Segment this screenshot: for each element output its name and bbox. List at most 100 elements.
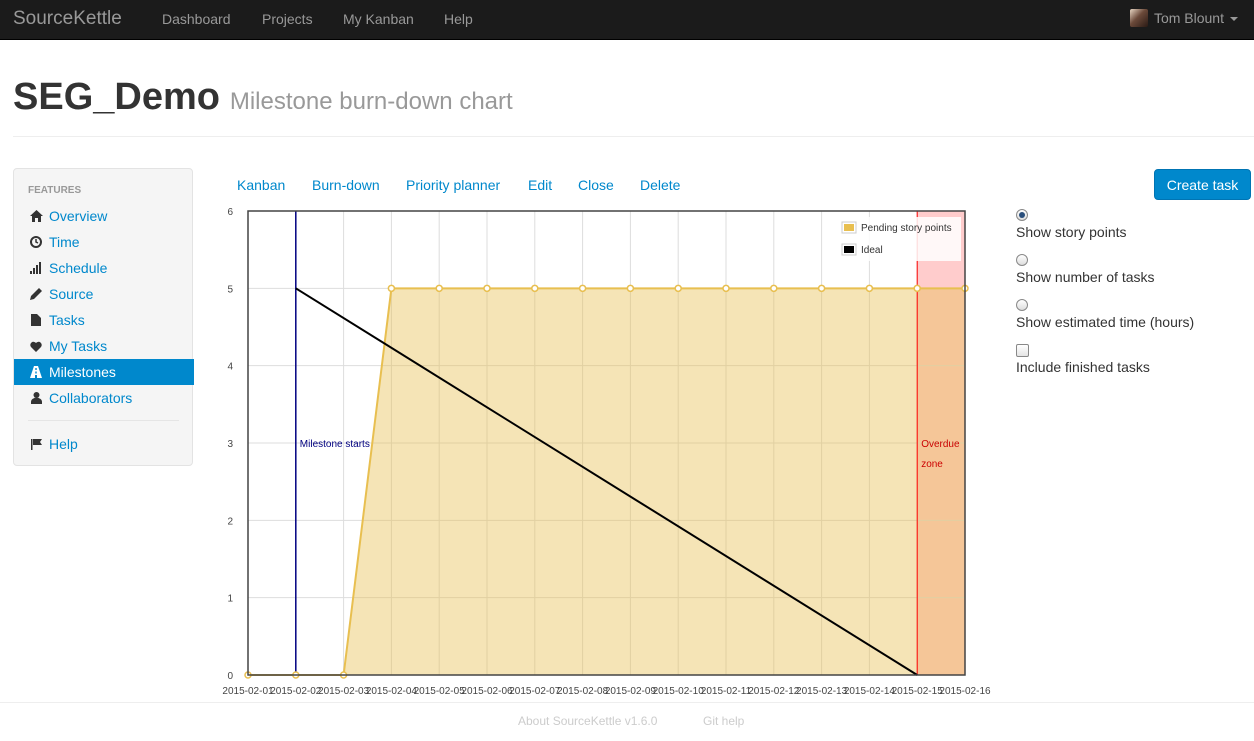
header-divider bbox=[13, 136, 1254, 137]
story-points-radio[interactable] bbox=[1016, 209, 1028, 221]
legend-swatch bbox=[844, 224, 854, 231]
x-tick-label: 2015-02-05 bbox=[414, 686, 466, 697]
road-icon bbox=[29, 365, 43, 379]
x-tick-label: 2015-02-08 bbox=[557, 686, 609, 697]
story-points-label: Show story points bbox=[1016, 224, 1127, 240]
sidebar-item-label: Collaborators bbox=[49, 390, 133, 406]
project-title: SEG_Demo bbox=[13, 76, 220, 118]
pending-point bbox=[722, 284, 730, 293]
user-name: Tom Blount bbox=[1153, 10, 1224, 26]
x-tick-label: 2015-02-03 bbox=[318, 686, 370, 697]
ideal-line bbox=[295, 287, 918, 676]
pending-point bbox=[387, 284, 396, 293]
brand-link[interactable]: SourceKettle bbox=[13, 8, 122, 29]
footer: About SourceKettle v1.6.0 Git help bbox=[0, 702, 1254, 741]
sidebar-item-source[interactable]: Source bbox=[14, 281, 194, 307]
overdue-zone-label: Overdue bbox=[921, 439, 960, 450]
x-tick-label: 2015-02-07 bbox=[509, 686, 561, 697]
tab-burn-down[interactable]: Burn-down bbox=[312, 177, 380, 193]
y-tick-label: 0 bbox=[227, 671, 233, 682]
y-tick-label: 2 bbox=[227, 516, 233, 527]
x-tick-label: 2015-02-09 bbox=[605, 686, 657, 697]
x-tick-label: 2015-02-11 bbox=[701, 686, 752, 697]
burndown-chart: Milestone starts Overdue zone 0 1 2 3 4 5 6 2015-0… bbox=[222, 207, 991, 697]
sidebar-item-help[interactable]: Help bbox=[14, 431, 194, 457]
sidebar-item-label: Help bbox=[49, 436, 78, 452]
pending-point bbox=[626, 284, 635, 293]
x-tick-label: 2015-02-04 bbox=[366, 686, 418, 697]
home-icon bbox=[29, 209, 43, 223]
page-header: SEG_Demo Milestone burn-down chart bbox=[13, 76, 513, 119]
create-task-button[interactable]: Create task bbox=[1154, 169, 1251, 200]
user-icon bbox=[29, 391, 43, 405]
user-menu[interactable]: Tom Blount bbox=[1129, 9, 1238, 27]
legend-swatch bbox=[844, 246, 854, 253]
y-tick-label: 5 bbox=[227, 284, 233, 295]
x-tick-label: 2015-02-13 bbox=[796, 686, 848, 697]
x-tick-label: 2015-02-06 bbox=[461, 686, 513, 697]
sidebar-item-label: My Tasks bbox=[49, 338, 108, 354]
pending-point bbox=[578, 284, 587, 293]
flag-icon bbox=[29, 437, 43, 451]
y-tick-label: 1 bbox=[227, 594, 233, 605]
nav-projects[interactable]: Projects bbox=[262, 11, 313, 27]
tab-delete[interactable]: Delete bbox=[640, 177, 681, 193]
sidebar-item-milestones[interactable]: Milestones bbox=[14, 359, 194, 385]
git-help-link[interactable]: Git help bbox=[703, 714, 745, 728]
number-of-tasks-radio[interactable] bbox=[1016, 254, 1028, 266]
nav-my-kanban[interactable]: My Kanban bbox=[343, 11, 414, 27]
about-link[interactable]: About SourceKettle v1.6.0 bbox=[518, 714, 658, 728]
sidebar-item-label: Time bbox=[49, 234, 80, 250]
y-tick-label: 4 bbox=[227, 362, 233, 373]
pending-point bbox=[770, 284, 778, 293]
tab-edit[interactable]: Edit bbox=[528, 177, 553, 193]
x-tick-label: 2015-02-10 bbox=[653, 686, 705, 697]
sidebar-item-label: Tasks bbox=[49, 312, 85, 328]
nav-dashboard[interactable]: Dashboard bbox=[162, 11, 231, 27]
tab-close[interactable]: Close bbox=[578, 177, 614, 193]
top-navbar: SourceKettle Dashboard Projects My Kanba… bbox=[0, 0, 1254, 40]
clock-icon bbox=[29, 235, 43, 249]
features-sidebar: FEATURES Overview Time Schedule Source T… bbox=[13, 168, 194, 466]
heart-icon bbox=[29, 339, 43, 353]
pencil-icon bbox=[29, 287, 43, 301]
tab-kanban[interactable]: Kanban bbox=[237, 177, 286, 193]
estimated-time-label: Show estimated time (hours) bbox=[1016, 314, 1195, 330]
sidebar-item-label: Source bbox=[49, 286, 94, 302]
x-tick-label: 2015-02-02 bbox=[270, 686, 322, 697]
x-tick-label: 2015-02-01 bbox=[222, 686, 274, 697]
x-tick-label: 2015-02-14 bbox=[844, 686, 896, 697]
sidebar-item-my-tasks[interactable]: My Tasks bbox=[14, 333, 194, 359]
pending-point bbox=[483, 284, 491, 293]
sidebar-item-label: Milestones bbox=[49, 364, 116, 380]
sidebar-item-collaborators[interactable]: Collaborators bbox=[14, 385, 194, 411]
signal-icon bbox=[29, 261, 43, 275]
y-tick-label: 6 bbox=[227, 207, 233, 218]
sidebar-item-schedule[interactable]: Schedule bbox=[14, 255, 194, 281]
x-tick-label: 2015-02-16 bbox=[939, 686, 991, 697]
include-finished-label: Include finished tasks bbox=[1016, 359, 1150, 375]
pending-point bbox=[865, 284, 874, 293]
tab-priority-planner[interactable]: Priority planner bbox=[406, 177, 501, 193]
sidebar-item-overview[interactable]: Overview bbox=[14, 203, 194, 229]
file-icon bbox=[29, 313, 43, 327]
sidebar-divider bbox=[28, 420, 179, 421]
pending-point bbox=[531, 284, 539, 293]
sidebar-item-tasks[interactable]: Tasks bbox=[14, 307, 194, 333]
estimated-time-radio[interactable] bbox=[1016, 299, 1028, 311]
x-tick-label: 2015-02-12 bbox=[748, 686, 800, 697]
y-tick-label: 3 bbox=[227, 439, 233, 450]
x-tick-label: 2015-02-15 bbox=[892, 686, 944, 697]
pending-point bbox=[817, 284, 826, 293]
legend-label: Pending story points bbox=[861, 223, 952, 234]
plot-border bbox=[247, 210, 966, 676]
caret-down-icon bbox=[1230, 17, 1238, 21]
sidebar-item-label: Overview bbox=[49, 208, 108, 224]
page-subtitle: Milestone burn-down chart bbox=[229, 88, 513, 115]
avatar bbox=[1129, 9, 1148, 27]
sidebar-item-time[interactable]: Time bbox=[14, 229, 194, 255]
nav-help[interactable]: Help bbox=[444, 11, 473, 27]
include-finished-checkbox[interactable] bbox=[1016, 344, 1029, 357]
overdue-zone-label: zone bbox=[921, 459, 943, 470]
pending-line bbox=[248, 287, 965, 676]
